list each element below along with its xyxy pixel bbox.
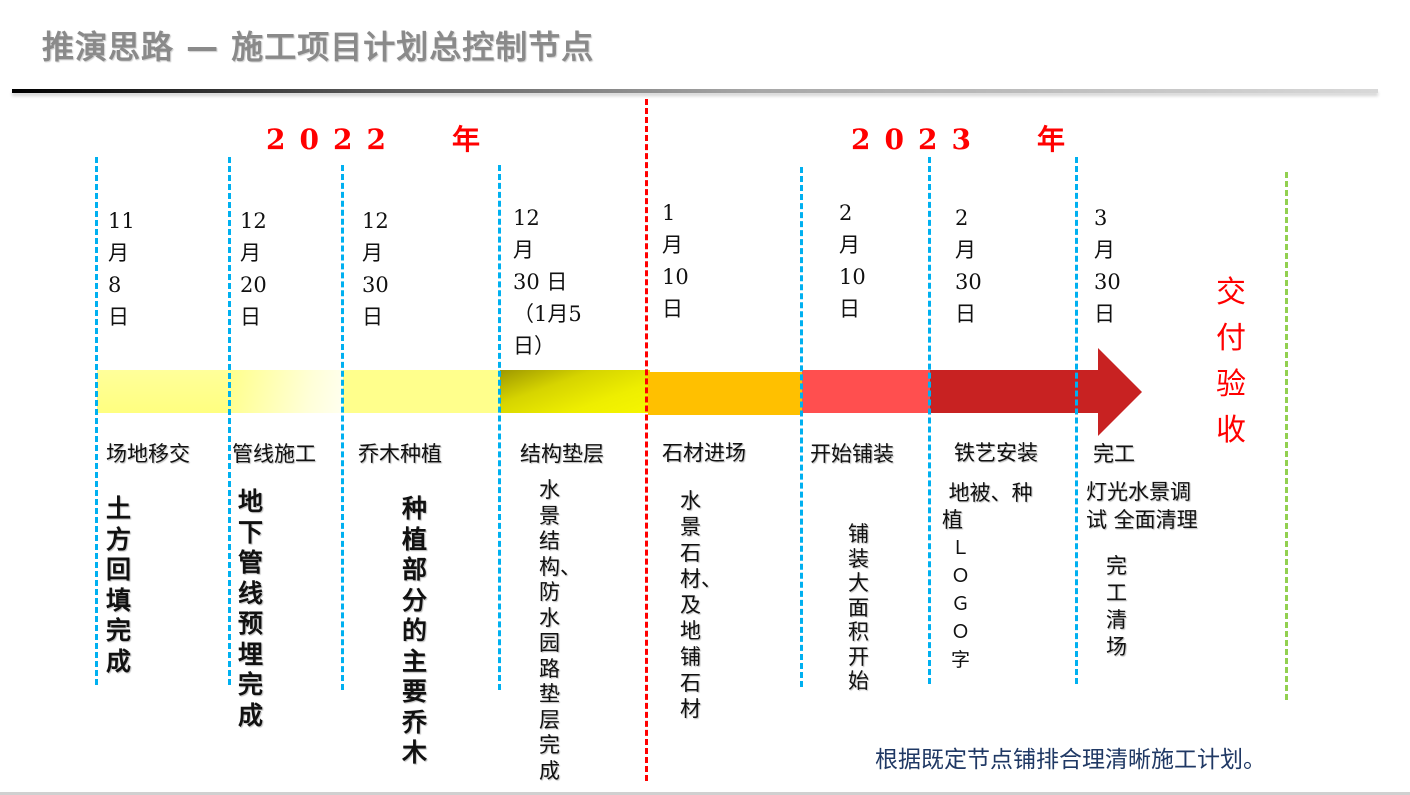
milestone-date: 2 月 10 日 bbox=[839, 201, 866, 321]
milestone-detail: 水 景 结 构、 防 水 园 路 垫 层 完 成 bbox=[539, 478, 581, 783]
milestone-detail-logo: Ｌ Ｏ Ｇ Ｏ 字 bbox=[951, 537, 971, 671]
year-label-2023: 2023 年 bbox=[851, 118, 1065, 158]
stage-label: 乔木种植 bbox=[358, 442, 442, 466]
stage-label: 管线施工 bbox=[232, 442, 316, 466]
milestone-detail: 水 景 石 材、 及 地 铺 石 材 bbox=[680, 489, 722, 721]
delivery-divider bbox=[1285, 172, 1288, 700]
delivery-acceptance-label: 交 付 验 收 bbox=[1216, 275, 1246, 448]
year-suffix: 年 bbox=[451, 123, 480, 156]
milestone-date: 12 月 30 日 （1月5 日） bbox=[513, 206, 582, 358]
timeline-segment-7 bbox=[930, 370, 1100, 413]
bottom-divider bbox=[0, 792, 1410, 795]
footer-note: 根据既定节点铺排合理清晰施工计划。 bbox=[875, 747, 1266, 773]
milestone-date: 1 月 10 日 bbox=[662, 201, 689, 321]
timeline-segment-4 bbox=[500, 370, 650, 413]
title-divider bbox=[12, 89, 1378, 93]
milestone-detail: 完 工 清 场 bbox=[1106, 554, 1127, 659]
milestone-divider bbox=[95, 157, 98, 685]
milestone-date: 12 月 20 日 bbox=[240, 209, 267, 329]
milestone-detail: 灯光水景调 试 全面清理 bbox=[1086, 480, 1198, 532]
timeline-segment-5 bbox=[648, 372, 802, 415]
stage-label: 结构垫层 bbox=[520, 442, 604, 466]
timeline-segment-2 bbox=[230, 370, 343, 413]
timeline-arrow-head-icon bbox=[1098, 348, 1142, 436]
milestone-detail: 铺 装 大 面 积 开 始 bbox=[848, 522, 869, 693]
stage-label: 完工 bbox=[1093, 442, 1135, 466]
milestone-date: 11 月 8 日 bbox=[108, 209, 135, 329]
year-label-2022: 2022 年 bbox=[266, 118, 480, 158]
milestone-divider bbox=[928, 157, 931, 684]
milestone-divider bbox=[1075, 157, 1078, 684]
milestone-divider bbox=[800, 167, 803, 687]
year-digits: 2022 bbox=[266, 123, 400, 156]
year-divider bbox=[645, 99, 648, 781]
page-title: 推演思路 — 施工项目计划总控制节点 bbox=[42, 28, 595, 66]
year-digits: 2023 bbox=[851, 123, 985, 156]
timeline-segment-3 bbox=[343, 370, 500, 413]
milestone-detail: 土 方 回 填 完 成 bbox=[106, 494, 132, 676]
milestone-date: 3 月 30 日 bbox=[1094, 206, 1121, 326]
milestone-detail: 地被、种 植 bbox=[942, 481, 1033, 532]
milestone-date: 2 月 30 日 bbox=[955, 206, 982, 326]
stage-label: 石材进场 bbox=[662, 441, 746, 465]
milestone-detail: 种 植 部 分 的 主 要 乔 木 bbox=[402, 494, 428, 767]
year-suffix: 年 bbox=[1036, 123, 1065, 156]
stage-label: 场地移交 bbox=[106, 442, 190, 466]
timeline-segment-1 bbox=[97, 370, 230, 413]
milestone-divider bbox=[341, 165, 344, 690]
milestone-divider bbox=[228, 157, 231, 685]
milestone-date: 12 月 30 日 bbox=[362, 209, 389, 329]
stage-label: 铁艺安装 bbox=[954, 441, 1038, 465]
milestone-detail: 地 下 管 线 预 埋 完 成 bbox=[238, 487, 264, 730]
timeline-segment-6 bbox=[802, 370, 930, 413]
milestone-divider bbox=[498, 165, 501, 690]
stage-label: 开始铺装 bbox=[810, 442, 894, 466]
